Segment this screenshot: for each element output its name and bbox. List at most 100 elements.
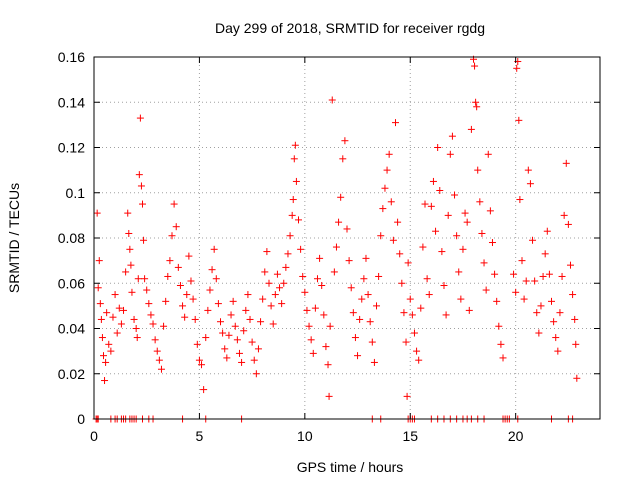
data-point (137, 182, 145, 190)
data-point (105, 340, 113, 348)
data-point (134, 275, 142, 283)
data-point (526, 180, 534, 188)
data-point (377, 232, 385, 240)
data-point (185, 252, 193, 260)
data-point (221, 345, 229, 353)
data-point (98, 334, 106, 342)
data-point (147, 311, 155, 319)
data-point (516, 196, 524, 204)
data-point (457, 295, 465, 303)
data-point (529, 236, 537, 244)
data-point (113, 329, 121, 337)
data-point (571, 315, 579, 323)
data-point (379, 205, 387, 213)
data-point (347, 284, 355, 292)
data-points (92, 55, 581, 423)
data-point (162, 297, 170, 305)
data-point (212, 275, 220, 283)
data-point (325, 392, 333, 400)
data-point (316, 254, 324, 262)
data-point (383, 166, 391, 174)
data-point (248, 338, 256, 346)
data-point (273, 270, 281, 278)
data-point (103, 309, 111, 317)
data-point (554, 347, 562, 355)
data-point (278, 300, 286, 308)
data-point (473, 103, 481, 111)
data-point (295, 216, 303, 224)
data-point (453, 232, 461, 240)
data-point (476, 198, 484, 206)
data-point (145, 300, 153, 308)
data-point (427, 202, 435, 210)
y-tick-label: 0 (77, 411, 85, 427)
data-point (223, 354, 231, 362)
data-point (562, 159, 570, 167)
data-point (141, 275, 149, 283)
data-point (322, 343, 330, 351)
data-point (95, 257, 103, 265)
data-point (143, 286, 151, 294)
data-point (442, 311, 450, 319)
data-point (444, 211, 452, 219)
data-point (402, 338, 410, 346)
data-point (153, 347, 161, 355)
data-point (229, 297, 237, 305)
data-point (566, 261, 574, 269)
y-tick-label: 0.04 (58, 321, 85, 337)
data-point (417, 304, 425, 312)
data-point (552, 334, 560, 342)
data-point (252, 370, 260, 378)
y-axis-label: SRMTID / TECUs (6, 183, 22, 293)
data-point (461, 209, 469, 217)
data-point (545, 270, 553, 278)
data-point (432, 227, 440, 235)
data-point (282, 263, 290, 271)
data-point (337, 193, 345, 201)
data-point (187, 277, 195, 285)
data-point (472, 98, 480, 106)
data-point (324, 361, 332, 369)
x-axis-ticks: 0 5 10 15 20 (90, 57, 524, 444)
data-point (408, 311, 416, 319)
data-point (558, 272, 566, 280)
data-point (446, 150, 454, 158)
data-point (413, 347, 421, 355)
data-point (404, 259, 412, 267)
data-point (244, 291, 252, 299)
data-point (351, 334, 359, 342)
x-tick-label: 10 (297, 428, 313, 444)
data-point (291, 141, 299, 149)
grid-lines (94, 57, 600, 419)
data-point (126, 245, 134, 253)
data-point (280, 279, 288, 287)
data-point (311, 304, 319, 312)
data-point (140, 236, 148, 244)
data-point (389, 236, 397, 244)
data-point (463, 218, 471, 226)
data-point (518, 257, 526, 265)
data-point (326, 322, 334, 330)
data-point (189, 295, 197, 303)
data-point (486, 207, 494, 215)
data-point (250, 356, 258, 364)
data-point (102, 358, 110, 366)
data-point (543, 227, 551, 235)
y-tick-label: 0.06 (58, 275, 85, 291)
data-point (537, 302, 545, 310)
data-point (391, 119, 399, 127)
data-point (522, 277, 530, 285)
data-point (550, 318, 558, 326)
data-point (440, 282, 448, 290)
data-point (125, 229, 133, 237)
data-point (429, 177, 437, 185)
data-point (471, 62, 479, 70)
data-point (263, 248, 271, 256)
data-point (238, 358, 246, 366)
data-point (97, 315, 105, 323)
data-point (415, 356, 423, 364)
data-point (419, 243, 427, 251)
data-point (217, 318, 224, 326)
y-tick-label: 0.1 (66, 185, 86, 201)
